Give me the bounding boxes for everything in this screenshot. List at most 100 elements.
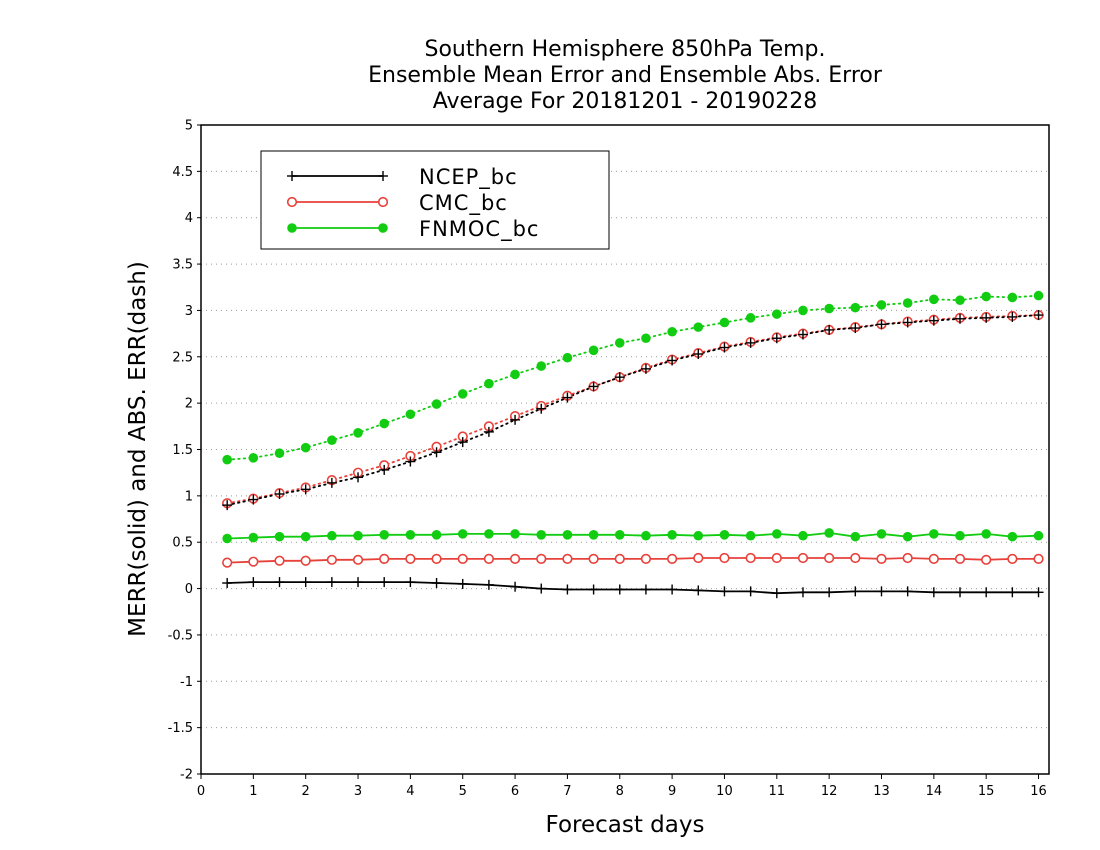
data-point-merr	[614, 584, 625, 595]
data-point-merr	[352, 554, 364, 565]
data-point-merr	[588, 553, 599, 565]
data-point-merr	[719, 552, 730, 564]
x-tick-label: 0	[197, 784, 205, 799]
data-point-merr	[353, 577, 364, 588]
y-tick-label: 2	[185, 397, 193, 412]
data-point-merr	[379, 577, 390, 588]
data-point-merr	[981, 529, 991, 539]
legend-marker	[377, 196, 389, 208]
y-tick-label: 0.5	[172, 536, 193, 551]
data-point-merr	[536, 553, 547, 565]
data-point-abs-err	[667, 355, 678, 366]
data-point-merr	[536, 529, 547, 540]
data-point-abs-err	[457, 389, 468, 399]
data-point-abs-err	[536, 361, 547, 371]
data-point-abs-err	[614, 372, 625, 383]
data-point-merr	[798, 530, 808, 541]
data-point-merr	[353, 530, 363, 541]
y-axis-ticks: -2 -1.5 -1 -0.5 0 0.5 1 1.5 2 2.5 3 3.5 4 4.5 5	[168, 119, 201, 783]
data-point-merr	[902, 531, 913, 542]
data-point-abs-err	[222, 500, 233, 511]
y-tick-label: 4.5	[172, 165, 193, 180]
x-tick-label: 6	[511, 784, 519, 799]
x-tick-label: 14	[926, 784, 943, 799]
data-point-abs-err	[797, 329, 808, 340]
data-point-merr	[667, 553, 678, 565]
title-line-1: Southern Hemisphere 850hPa Temp.	[425, 37, 826, 62]
data-point-abs-err	[562, 392, 573, 403]
data-point-abs-err	[300, 484, 311, 495]
data-point-abs-err	[405, 409, 416, 420]
x-axis-ticks: 0 1 2 3 4 5 6 7 8 9 10 11 12 13 14 15 16	[197, 774, 1047, 799]
y-axis-label: MERR(solid) and ABS. ERR(dash)	[125, 261, 151, 637]
data-point-merr	[536, 583, 547, 594]
data-point-merr	[379, 553, 390, 565]
data-point-merr	[745, 552, 756, 564]
data-point-abs-err	[536, 403, 547, 414]
data-point-abs-err	[876, 300, 887, 310]
data-point-merr	[483, 553, 495, 565]
data-point-abs-err	[379, 418, 390, 429]
data-point-merr	[928, 587, 939, 598]
data-point-merr	[274, 555, 285, 566]
data-point-merr	[824, 587, 835, 598]
data-point-abs-err	[771, 333, 782, 344]
data-point-abs-err	[928, 315, 939, 326]
data-point-abs-err	[902, 298, 913, 308]
data-point-merr	[824, 552, 835, 564]
data-point-merr	[431, 553, 442, 565]
data-point-abs-err	[719, 342, 730, 353]
data-point-merr	[850, 586, 861, 597]
data-point-merr	[667, 584, 678, 595]
data-point-merr	[300, 555, 311, 566]
data-point-abs-err	[327, 435, 337, 446]
data-point-merr	[483, 579, 494, 590]
x-tick-label: 8	[616, 784, 624, 799]
x-tick-label: 9	[668, 784, 676, 799]
title-line-2: Ensemble Mean Error and Ensemble Abs. Er…	[368, 63, 883, 88]
y-tick-label: 1	[185, 489, 193, 504]
data-point-merr	[850, 531, 861, 542]
data-point-merr	[248, 577, 259, 588]
data-point-abs-err	[772, 309, 782, 319]
data-point-merr	[693, 585, 704, 596]
legend-marker	[378, 171, 388, 181]
data-point-merr	[981, 587, 992, 598]
y-tick-label: -1.5	[168, 721, 193, 736]
data-point-abs-err	[693, 349, 704, 360]
y-tick-label: 4	[185, 211, 193, 226]
x-tick-label: 3	[354, 784, 362, 799]
data-point-abs-err	[300, 442, 311, 453]
data-point-merr	[222, 533, 232, 544]
data-point-merr	[248, 556, 259, 567]
data-point-merr	[928, 553, 939, 565]
data-point-merr	[955, 530, 965, 541]
x-tick-label: 13	[873, 784, 890, 799]
chart-title: Southern Hemisphere 850hPa Temp. Ensembl…	[368, 37, 883, 114]
data-point-merr	[1007, 587, 1018, 598]
data-point-abs-err	[745, 313, 756, 323]
data-point-abs-err	[1007, 292, 1018, 303]
data-point-merr	[824, 528, 834, 538]
data-point-abs-err	[1007, 311, 1018, 322]
data-point-abs-err	[562, 352, 573, 363]
data-point-abs-err	[1033, 310, 1044, 321]
y-tick-label: 0	[185, 582, 193, 597]
y-tick-label: -1	[180, 675, 193, 690]
data-point-merr	[510, 581, 521, 592]
data-point-merr	[955, 587, 966, 598]
legend-label: CMC_bc	[419, 191, 508, 216]
data-point-merr	[326, 554, 337, 565]
data-point-merr	[509, 553, 521, 565]
x-tick-label: 16	[1030, 784, 1047, 799]
data-point-merr	[902, 552, 913, 564]
x-tick-label: 15	[978, 784, 995, 799]
data-point-merr	[797, 587, 808, 598]
y-tick-label: 3	[185, 304, 193, 319]
data-point-abs-err	[955, 313, 966, 324]
data-point-abs-err	[405, 456, 416, 467]
data-point-abs-err	[929, 294, 939, 305]
data-point-merr	[876, 586, 887, 597]
data-point-merr	[405, 553, 416, 565]
